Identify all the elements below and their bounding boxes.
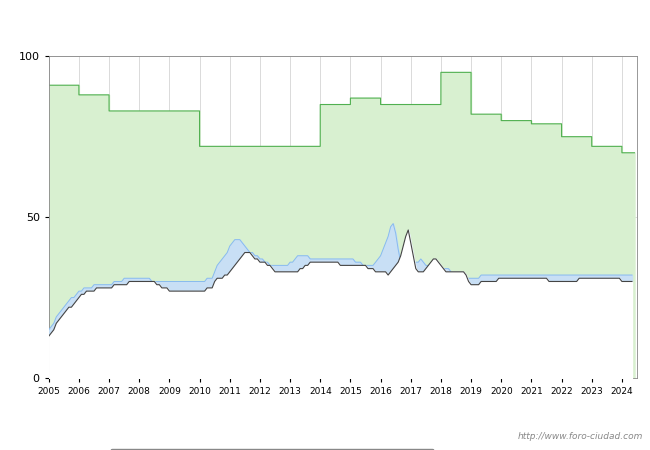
Legend: Ocupados, Parados, Hab. entre 16-64: Ocupados, Parados, Hab. entre 16-64 [110, 449, 434, 450]
Text: http://www.foro-ciudad.com: http://www.foro-ciudad.com [518, 432, 644, 441]
Text: Campillo de Aragón - Evolucion de la poblacion en edad de Trabajar Mayo de 2024: Campillo de Aragón - Evolucion de la pob… [23, 16, 627, 32]
